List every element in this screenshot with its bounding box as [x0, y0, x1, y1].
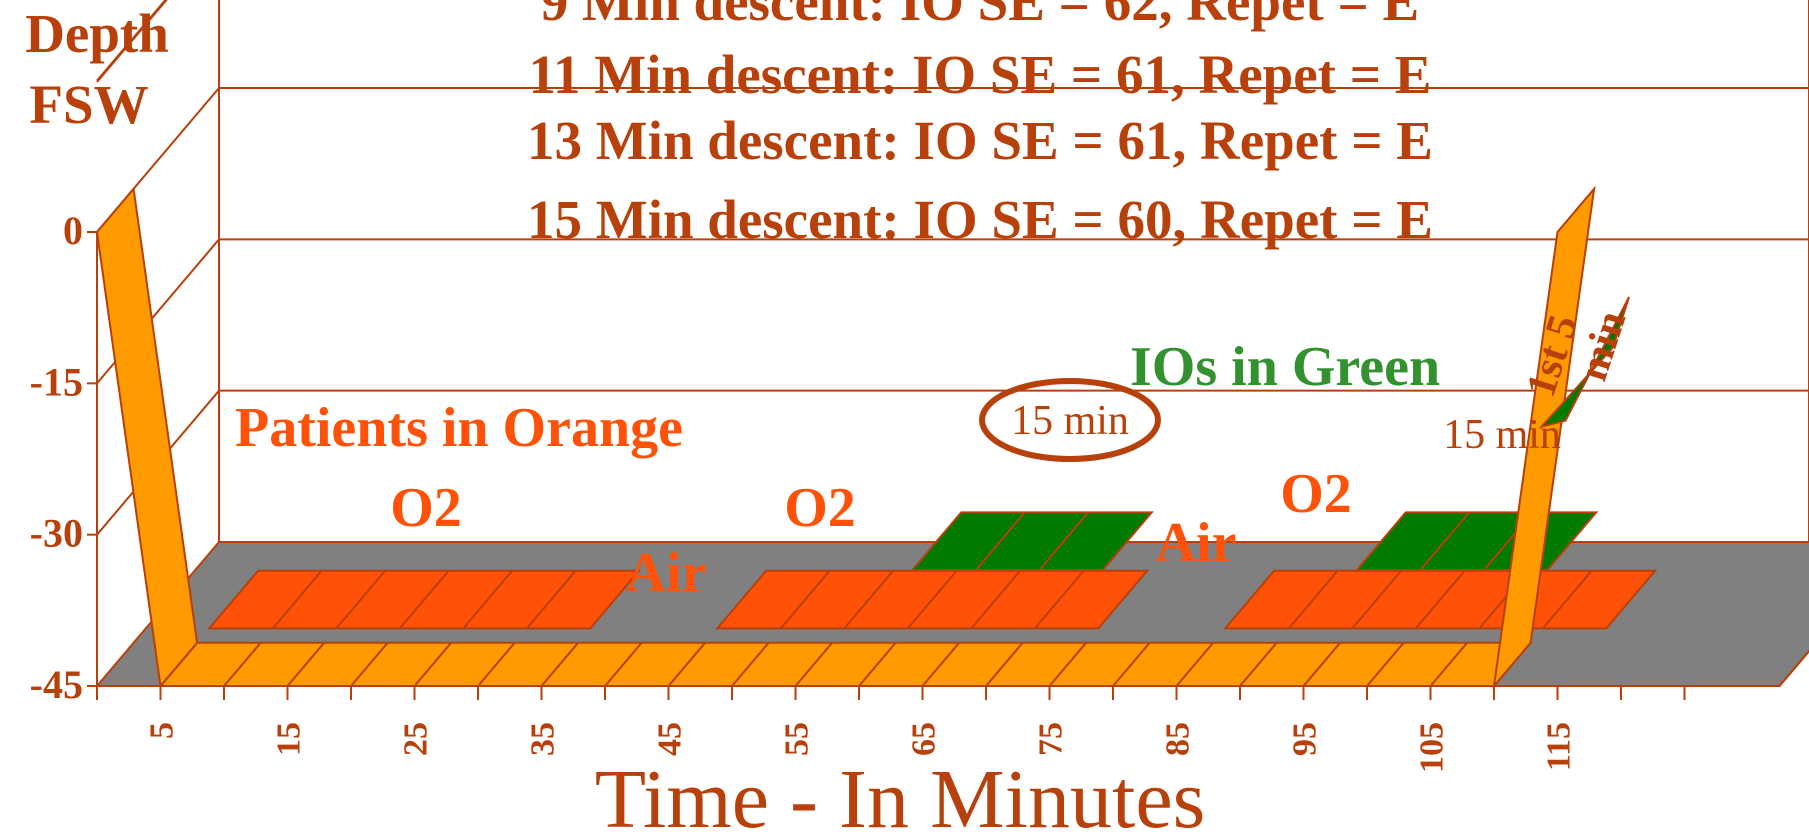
- x-tick-label: 105: [1414, 722, 1451, 773]
- patient-o2-block-3-divider: [1415, 570, 1466, 630]
- x-axis-label: Time - In Minutes: [595, 753, 1206, 839]
- bottom-time-divider: [1366, 642, 1405, 687]
- x-tick-label: 25: [398, 722, 435, 756]
- patient-o2-block-2-divider: [1034, 570, 1085, 630]
- bottom-time-divider: [540, 642, 579, 687]
- x-tick-label: 5: [144, 722, 181, 739]
- io-15-min-circle: [979, 378, 1161, 462]
- bottom-time-divider: [413, 642, 452, 687]
- x-tick-label: 35: [525, 722, 562, 756]
- x-tick-label: 75: [1033, 722, 1070, 756]
- air-label-1: Air: [626, 542, 707, 604]
- patient-o2-block-3-divider: [1288, 570, 1339, 630]
- patient-o2-block-2-divider: [780, 570, 831, 630]
- x-tick-label: 55: [779, 722, 816, 756]
- bottom-time-divider: [1048, 642, 1087, 687]
- bottom-time-divider: [794, 642, 833, 687]
- bottom-time-divider: [604, 642, 643, 687]
- bottom-time-divider: [858, 642, 897, 687]
- patient-o2-block-1-divider: [462, 570, 513, 630]
- chart-axes: 5 15 25 35 45 55 65 75 85 95 105 115 0 -15 -30 -45: [30, 208, 1809, 773]
- bottom-time-divider: [477, 642, 516, 687]
- y-tick-label: -30: [30, 511, 83, 556]
- title-line-2: 11 Min descent: IO SE = 61, Repet = E: [529, 44, 1432, 105]
- x-tick-label: 95: [1287, 722, 1324, 756]
- oxygen-periods: [207, 511, 1658, 630]
- o2-label-2: O2: [784, 477, 856, 539]
- bottom-time-divider: [731, 642, 770, 687]
- x-tick-label: 15: [271, 722, 308, 756]
- io-o2-block-1-divider: [975, 511, 1026, 571]
- io-15-min-label-1: 15 min: [1011, 398, 1129, 444]
- x-tick-label: 65: [906, 722, 943, 756]
- y-tick-label: -45: [30, 662, 83, 707]
- patient-o2-block-1-divider: [399, 570, 450, 630]
- patient-o2-block-1-divider: [272, 570, 323, 630]
- bottom-time-divider: [1175, 642, 1214, 687]
- legend-ios: IOs in Green: [1130, 336, 1440, 398]
- bottom-time-divider: [286, 642, 325, 687]
- bottom-time-divider: [1112, 642, 1151, 687]
- patient-o2-block-1-divider: [526, 570, 577, 630]
- x-tick-label: 45: [652, 722, 689, 756]
- air-label-2: Air: [1156, 512, 1237, 574]
- x-tick-label: 115: [1541, 722, 1578, 771]
- y-tick-label: -15: [30, 359, 83, 404]
- io-o2-block-1-divider: [1038, 511, 1089, 571]
- patient-o2-block-1-divider: [335, 570, 386, 630]
- patient-o2-block-3-divider: [1351, 570, 1402, 630]
- io-first-5-min-block: [1538, 296, 1630, 429]
- y-axis-label-line-2: FSW: [29, 74, 148, 135]
- legend-patients: Patients in Orange: [235, 397, 683, 459]
- io-15-min-label-2: 15 min: [1443, 412, 1561, 458]
- bottom-time-bar: [158, 641, 1533, 687]
- bottom-time-divider: [350, 642, 389, 687]
- y-tick-label: 0: [63, 208, 83, 253]
- top-left-edge: [96, 0, 168, 83]
- patient-o2-block-3-divider: [1542, 570, 1593, 630]
- bottom-time-divider: [1239, 642, 1278, 687]
- y-axis-label-line-1: Depth: [25, 3, 169, 64]
- descent-wall: [95, 186, 199, 689]
- bottom-time-divider: [1429, 642, 1468, 687]
- io-o2-block-2-divider: [1419, 511, 1470, 571]
- patient-o2-block-2-divider: [907, 570, 958, 630]
- ascent-wall: [1492, 185, 1596, 690]
- patient-o2-block-2-divider: [843, 570, 894, 630]
- bottom-time-divider: [921, 642, 960, 687]
- o2-label-1: O2: [390, 477, 462, 539]
- title-line-3: 13 Min descent: IO SE = 61, Repet = E: [527, 110, 1433, 171]
- bottom-time-divider: [223, 642, 262, 687]
- x-tick-label: 85: [1160, 722, 1197, 756]
- floor-right-edge: [1778, 649, 1809, 687]
- o2-label-3: O2: [1280, 463, 1352, 525]
- bottom-time-divider: [667, 642, 706, 687]
- patient-o2-block-2-divider: [970, 570, 1021, 630]
- title-line-1: 9 Min descent: IO SE = 62, Repet = E: [541, 0, 1420, 32]
- title-line-4: 15 Min descent: IO SE = 60, Repet = E: [527, 189, 1433, 250]
- bottom-time-divider: [985, 642, 1024, 687]
- chart-back-wall: [96, 0, 1809, 543]
- bottom-time-divider: [1302, 642, 1341, 687]
